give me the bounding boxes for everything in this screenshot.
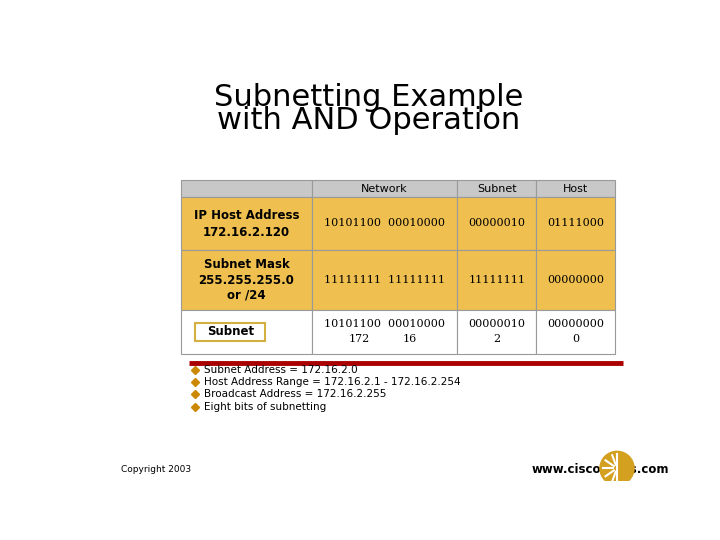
Bar [181,197,312,249]
Text: 00000010: 00000010 [469,319,526,329]
Text: 2: 2 [493,334,500,344]
Text: 10101100  00010000: 10101100 00010000 [324,218,445,228]
Bar [457,249,536,309]
Text: www.ciscopress.com: www.ciscopress.com [532,463,670,476]
Text: Host Address Range = 172.16.2.1 - 172.16.2.254: Host Address Range = 172.16.2.1 - 172.16… [204,377,461,387]
Bar [457,309,536,354]
Text: 11111111: 11111111 [469,275,526,285]
Text: 16: 16 [402,334,416,344]
Bar [181,249,312,309]
Text: 255.255.255.0: 255.255.255.0 [199,274,294,287]
Text: Subnet Mask: Subnet Mask [204,258,289,271]
Bar [312,197,457,249]
Text: Subnet: Subnet [207,326,254,339]
Text: or /24: or /24 [228,289,266,302]
Text: 10101100  00010000: 10101100 00010000 [324,319,445,329]
Bar [536,249,616,309]
Bar [457,180,536,197]
Text: Broadcast Address = 172.16.2.255: Broadcast Address = 172.16.2.255 [204,389,387,400]
Text: 172: 172 [349,334,370,344]
Text: 01111000: 01111000 [547,218,604,228]
Bar [181,180,312,197]
Bar [457,197,536,249]
Bar [536,309,616,354]
Text: Subnet: Subnet [477,184,517,194]
Bar [312,180,457,197]
Bar [312,249,457,309]
Bar [181,309,312,354]
Bar [536,180,616,197]
Text: Host: Host [563,184,588,194]
Text: Eight bits of subnetting: Eight bits of subnetting [204,402,326,411]
Text: 00000000: 00000000 [547,319,604,329]
Text: 172.16.2.120: 172.16.2.120 [203,226,290,239]
Bar [312,309,457,354]
Text: Subnetting Example: Subnetting Example [215,83,523,112]
Text: 00000010: 00000010 [469,218,526,228]
Text: 11111111  11111111: 11111111 11111111 [324,275,445,285]
Text: Network: Network [361,184,408,194]
Text: Copyright 2003: Copyright 2003 [121,465,191,474]
Text: with AND Operation: with AND Operation [217,106,521,135]
Text: IP Host Address: IP Host Address [194,209,300,222]
Text: 0: 0 [572,334,580,344]
Circle shape [600,451,634,485]
Text: Subnet Address = 172.16.2.0: Subnet Address = 172.16.2.0 [204,364,358,375]
Text: 00000000: 00000000 [547,275,604,285]
Bar [536,197,616,249]
Bar [195,323,265,341]
